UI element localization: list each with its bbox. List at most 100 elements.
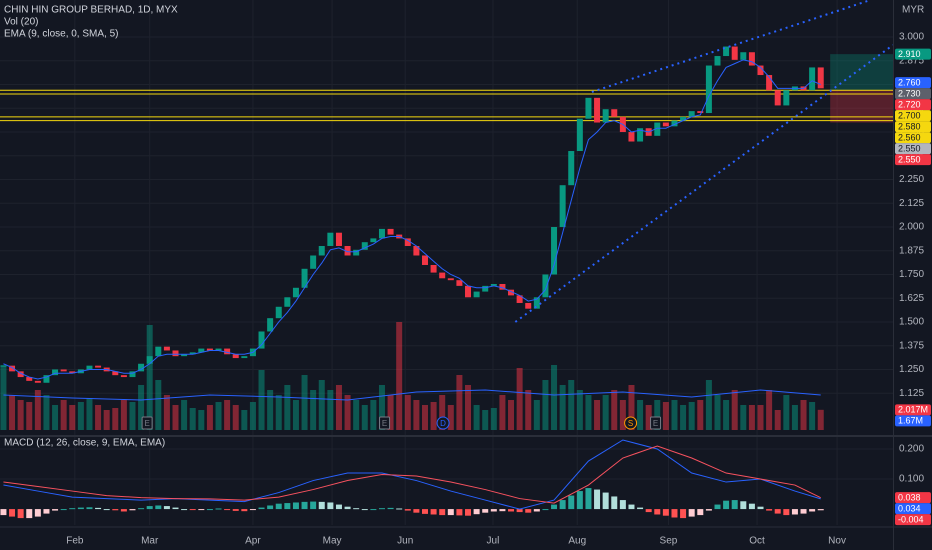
price-label: 2.550	[898, 155, 921, 165]
volume-bar	[800, 400, 807, 430]
macd-histogram-bar	[301, 501, 308, 510]
candle	[189, 352, 196, 355]
macd-histogram-bar	[275, 503, 282, 510]
y-tick-label: 2.875	[899, 55, 924, 66]
candle	[740, 52, 747, 60]
candle	[404, 238, 411, 246]
y-tick-label: 1.125	[899, 388, 924, 399]
volume-bar	[318, 380, 325, 430]
candle	[34, 380, 41, 383]
trendline	[514, 44, 893, 323]
macd-histogram-bar	[731, 500, 738, 510]
volume-bar	[766, 390, 773, 430]
price-label-bg	[895, 110, 931, 122]
macd-histogram-bar	[723, 500, 730, 510]
volume-bar	[680, 405, 687, 430]
macd-histogram-bar	[215, 508, 222, 510]
candle	[688, 111, 695, 117]
candle	[43, 375, 50, 383]
volume-bar	[370, 400, 377, 430]
volume-bar	[249, 402, 256, 430]
volume-bar	[585, 395, 592, 430]
candle	[757, 65, 764, 76]
price-label: -0.004	[898, 515, 924, 525]
macd-histogram-bar	[387, 507, 394, 510]
macd-histogram-bar	[499, 509, 506, 512]
volume-bar	[378, 385, 385, 430]
volume-bar	[310, 390, 317, 430]
candle	[783, 90, 790, 106]
candle	[198, 348, 205, 353]
candle	[508, 289, 515, 296]
macd-histogram-bar	[688, 509, 695, 517]
event-marker	[650, 416, 662, 430]
volume-bar	[705, 380, 712, 430]
candle	[611, 109, 618, 117]
candle	[387, 228, 394, 235]
candle	[335, 232, 342, 246]
macd-histogram-bar	[748, 503, 755, 510]
macd-histogram-bar	[800, 509, 807, 514]
price-label-bg	[895, 154, 931, 166]
volume-bar	[34, 390, 41, 430]
volume-bar	[198, 410, 205, 430]
candle	[353, 249, 360, 256]
macd-histogram-bar	[378, 508, 385, 510]
x-tick-label: Jun	[397, 536, 413, 547]
candle	[275, 306, 282, 319]
macd-line	[3, 439, 821, 510]
macd-histogram-bar	[783, 509, 790, 516]
macd-histogram-bar	[344, 506, 351, 510]
macd-histogram-bar	[525, 509, 532, 513]
candle	[361, 242, 368, 250]
event-label: S	[628, 419, 633, 428]
macd-histogram-bar	[680, 509, 687, 519]
candle	[817, 67, 824, 89]
volume-bar	[344, 395, 351, 430]
candle	[731, 46, 738, 60]
candle	[542, 274, 549, 298]
volume-bar	[86, 398, 93, 430]
volume-bar	[594, 400, 601, 430]
volume-bar	[292, 400, 299, 430]
event-marker	[141, 416, 153, 430]
macd-histogram-bar	[568, 495, 575, 510]
volume-bar	[146, 325, 153, 430]
price-label-bg	[895, 143, 931, 155]
y-tick-label: 2.000	[899, 222, 924, 233]
macd-histogram-bar	[774, 509, 781, 514]
macd-histogram-bar	[155, 505, 162, 510]
macd-histogram-bar	[60, 509, 67, 511]
candle	[594, 97, 601, 123]
ema-legend: EMA (9, close, 0, SMA, 5)	[4, 29, 118, 40]
ema-line	[3, 59, 821, 380]
macd-pane	[0, 439, 824, 519]
volume-bar	[757, 405, 764, 430]
macd-histogram-bar	[258, 507, 265, 510]
volume-bar	[439, 395, 446, 430]
y-tick-label: 1.250	[899, 364, 924, 375]
candle	[516, 295, 523, 303]
candle	[112, 371, 119, 376]
macd-histogram-bar	[576, 491, 583, 510]
volume-bar	[482, 410, 489, 430]
macd-histogram-bar	[714, 504, 721, 510]
candle	[697, 111, 704, 114]
candle	[301, 268, 308, 288]
price-label: 2.580	[898, 122, 921, 132]
candle	[439, 272, 446, 279]
price-label-bg	[895, 492, 931, 504]
macd-histogram-bar	[757, 506, 764, 510]
candle	[576, 118, 583, 152]
price-label: 2.560	[898, 133, 921, 143]
candle	[241, 356, 248, 359]
volume-bar	[52, 405, 59, 430]
volume-bar	[327, 390, 334, 430]
price-label: 2.730	[898, 89, 921, 99]
candle	[533, 297, 540, 309]
event-label: E	[144, 419, 149, 428]
macd-histogram-bar	[637, 507, 644, 510]
macd-histogram-bar	[671, 509, 678, 518]
macd-histogram-bar	[181, 509, 188, 511]
y-tick-label: 1.500	[899, 317, 924, 328]
